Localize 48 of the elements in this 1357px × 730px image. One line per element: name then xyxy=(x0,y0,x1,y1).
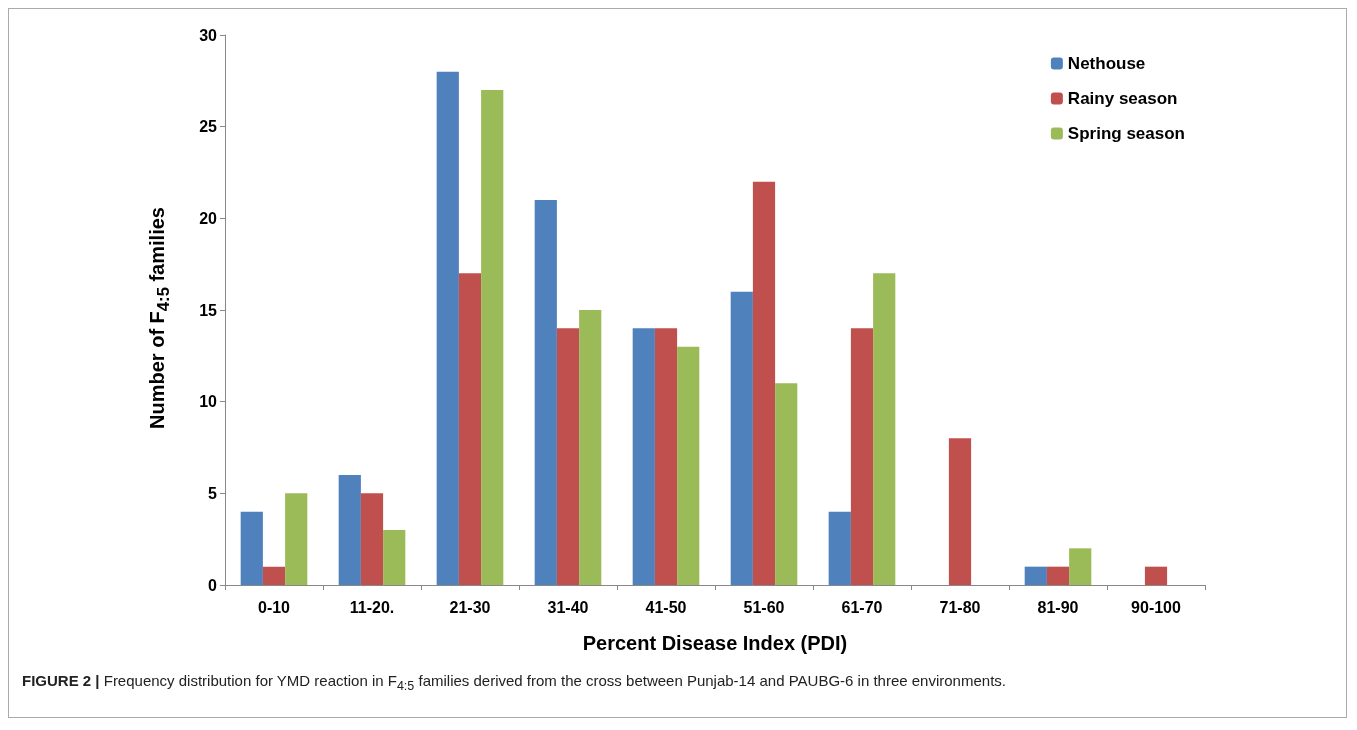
x-tick-label: 51-60 xyxy=(743,598,785,616)
bar xyxy=(240,511,263,585)
bar xyxy=(481,90,504,585)
x-tick-label: 61-70 xyxy=(841,598,883,616)
bar xyxy=(632,328,655,585)
x-tick-label: 0-10 xyxy=(257,598,291,616)
x-tick-label: 41-50 xyxy=(645,598,687,616)
y-tick-label: 10 xyxy=(199,393,218,411)
x-tick-label: 81-90 xyxy=(1037,598,1079,616)
bar xyxy=(1024,566,1047,585)
y-tick-label: 0 xyxy=(208,576,218,594)
y-tick-label: 25 xyxy=(199,118,218,136)
x-tick-label: 21-30 xyxy=(449,598,491,616)
y-tick-label: 15 xyxy=(199,301,218,319)
bar xyxy=(948,438,972,585)
bar xyxy=(654,328,678,585)
caption: FIGURE 2 | Frequency distribution for YMD reaction in F$_{4:5}$ families derived from the cross between Punjab-14 and PAUBG-6 in three environments. xyxy=(22,672,1006,693)
bar xyxy=(1046,566,1070,585)
bar xyxy=(873,273,896,585)
bar xyxy=(556,328,580,585)
bar xyxy=(338,475,361,585)
x-tick-label: 71-80 xyxy=(939,598,981,616)
bar xyxy=(1144,566,1168,585)
bar xyxy=(436,71,459,585)
bar xyxy=(579,310,602,585)
bar xyxy=(730,291,753,585)
bar xyxy=(383,530,406,585)
bar xyxy=(828,511,851,585)
bar xyxy=(1069,548,1092,585)
y-tick-label: 5 xyxy=(208,484,218,502)
bar xyxy=(850,328,874,585)
x-tick-label: 31-40 xyxy=(547,598,589,616)
x-tick-label: 11-20. xyxy=(349,598,395,616)
x-axis-title: Percent Disease Index (PDI) xyxy=(582,632,848,654)
bar xyxy=(775,383,798,585)
bar xyxy=(534,200,557,585)
bar xyxy=(262,566,286,585)
bar xyxy=(360,493,384,585)
legend-label: Spring season xyxy=(1067,124,1185,143)
bar xyxy=(285,493,308,585)
legend-label: Rainy season xyxy=(1067,89,1178,108)
bar xyxy=(677,346,700,585)
legend-label: Nethouse xyxy=(1067,54,1146,73)
bar xyxy=(752,181,776,585)
y-tick-label: 30 xyxy=(199,26,218,44)
y-tick-label: 20 xyxy=(199,209,218,227)
x-tick-label: 90-100 xyxy=(1131,598,1182,616)
bar xyxy=(458,273,482,585)
